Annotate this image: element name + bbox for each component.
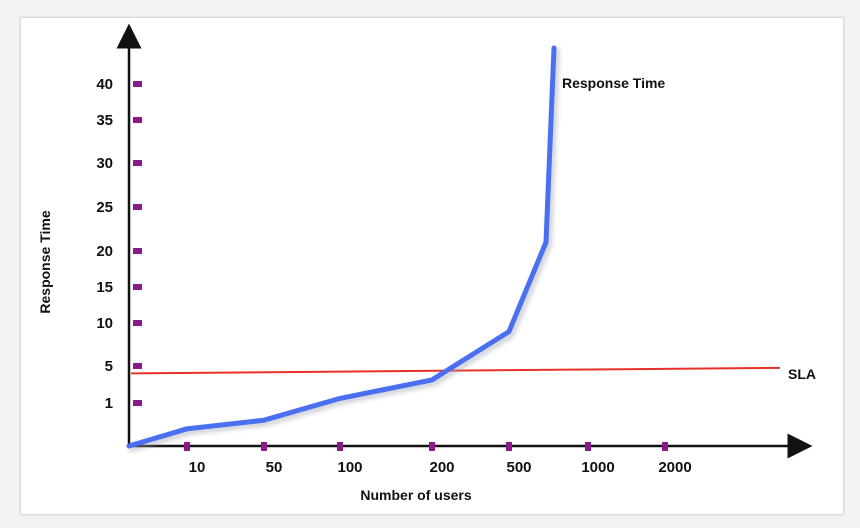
series-shadow-0: [129, 48, 560, 452]
x-tick-mark-50: [261, 442, 267, 451]
x-tick-label-2000: 2000: [658, 459, 691, 476]
x-axis-title: Number of users: [360, 487, 471, 503]
y-tick-label-25: 25: [96, 199, 113, 216]
y-tick-mark-5: [133, 363, 142, 369]
x-ticks: 10 50 100 200 500 1000 2000: [184, 442, 692, 476]
x-tick-label-1000: 1000: [581, 459, 614, 476]
y-tick-label-1: 1: [105, 395, 113, 412]
y-tick-label-5: 5: [105, 358, 113, 375]
series-line-response-time: [126, 45, 557, 449]
y-tick-mark-35: [133, 117, 142, 123]
x-tick-mark-100: [337, 442, 343, 451]
y-tick-label-40: 40: [96, 76, 113, 93]
y-tick-label-15: 15: [96, 279, 113, 296]
x-tick-label-500: 500: [506, 459, 531, 476]
x-tick-label-50: 50: [266, 459, 283, 476]
series-label-response-time: Response Time: [562, 75, 665, 91]
y-tick-label-35: 35: [96, 112, 113, 129]
y-tick-label-20: 20: [96, 243, 113, 260]
x-tick-label-100: 100: [337, 459, 362, 476]
x-tick-mark-500: [506, 442, 512, 451]
y-tick-mark-10: [133, 320, 142, 326]
series-group: [126, 45, 560, 452]
axes: [116, 23, 813, 459]
x-tick-label-10: 10: [189, 459, 206, 476]
y-tick-mark-40: [133, 81, 142, 87]
y-tick-label-30: 30: [96, 155, 113, 172]
x-tick-label-200: 200: [429, 459, 454, 476]
x-tick-mark-2000: [662, 442, 668, 451]
y-tick-mark-15: [133, 284, 142, 290]
sla-label: SLA: [788, 366, 816, 382]
chart-frame: [20, 17, 844, 515]
y-tick-mark-1: [133, 400, 142, 406]
x-tick-mark-200: [429, 442, 435, 451]
y-tick-label-10: 10: [96, 315, 113, 332]
y-tick-mark-25: [133, 204, 142, 210]
y-tick-mark-20: [133, 248, 142, 254]
x-tick-mark-10: [184, 442, 190, 451]
y-tick-mark-30: [133, 160, 142, 166]
y-axis-title: Response Time: [37, 210, 53, 313]
x-tick-mark-1000: [585, 442, 591, 451]
